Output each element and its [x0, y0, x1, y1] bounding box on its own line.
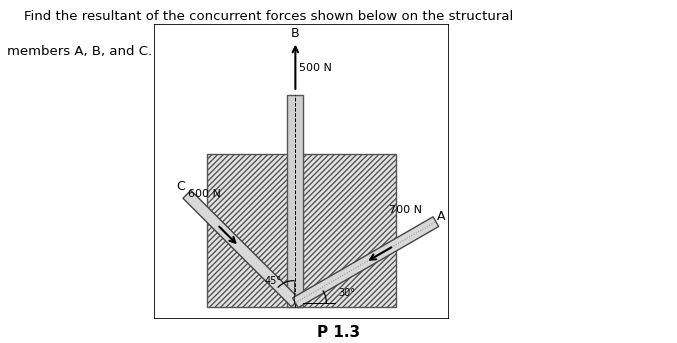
Polygon shape: [183, 190, 299, 307]
Text: B: B: [291, 27, 299, 40]
Text: 700 N: 700 N: [389, 205, 422, 215]
Text: 600 N: 600 N: [188, 189, 221, 199]
Text: 500 N: 500 N: [299, 63, 332, 73]
Polygon shape: [292, 217, 439, 308]
Text: A: A: [437, 210, 446, 223]
Text: P 1.3: P 1.3: [317, 324, 360, 340]
Text: Find the resultant of the concurrent forces shown below on the structural: Find the resultant of the concurrent for…: [7, 10, 513, 23]
Text: C: C: [177, 180, 185, 193]
Text: 30°: 30°: [338, 288, 355, 298]
Text: 45°: 45°: [264, 276, 281, 286]
Text: members A, B, and C.: members A, B, and C.: [7, 45, 152, 58]
Bar: [287, 95, 303, 307]
Bar: [207, 154, 395, 307]
